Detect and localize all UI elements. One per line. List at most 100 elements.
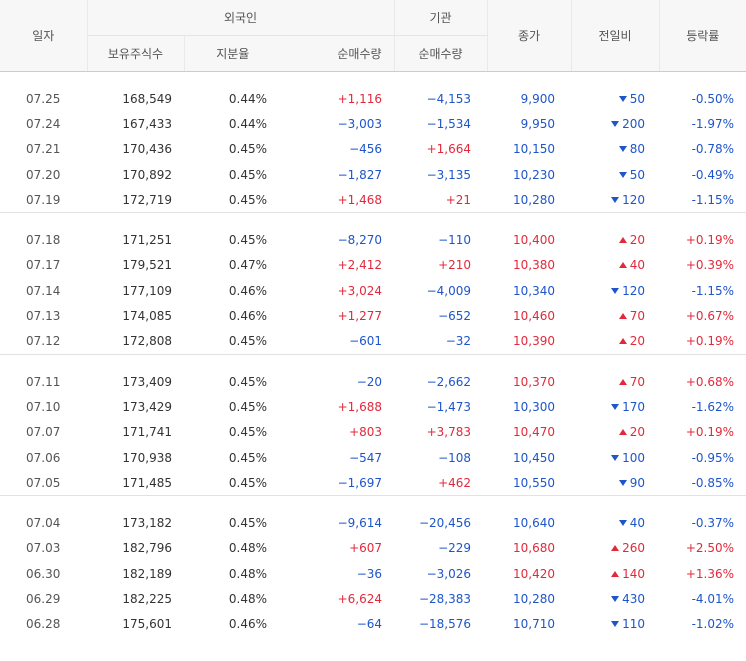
inst-net-cell: −108 [438, 450, 472, 465]
rate-cell: +0.39% [685, 258, 735, 273]
close-cell: 10,470 [513, 425, 556, 440]
arrow-up-icon [618, 237, 627, 244]
change-cell: 40 [571, 510, 659, 535]
holdings-cell: 182,796 [122, 541, 172, 556]
arrow-down-icon [618, 520, 627, 527]
change-value: 70 [629, 309, 646, 324]
holdings-cell: 170,436 [122, 142, 172, 157]
change-cell: 50 [571, 86, 659, 111]
arrow-down-icon [611, 196, 620, 203]
arrow-down-icon [618, 95, 627, 102]
rate-cell: +0.67% [685, 309, 735, 324]
table-row: 07.14 177,109 0.46% +3,024 −4,009 10,340 120 -1… [0, 278, 746, 303]
date-cell: 07.25 [26, 91, 61, 106]
rate-cell: -1.97% [691, 116, 735, 131]
arrow-up-icon [611, 545, 620, 552]
inst-net-cell: −2,662 [426, 374, 472, 389]
rate-cell: +0.68% [685, 374, 735, 389]
date-cell: 06.30 [26, 566, 61, 581]
change-value: 40 [629, 516, 646, 531]
close-cell: 10,230 [513, 167, 556, 182]
holdings-cell: 175,601 [122, 617, 172, 632]
rate-cell: -0.49% [691, 167, 735, 182]
close-cell: 10,340 [513, 283, 556, 298]
table-row: 07.25 168,549 0.44% +1,116 −4,153 9,900 50 -0.5… [0, 86, 746, 111]
foreign-net-cell: +1,688 [337, 399, 383, 414]
arrow-down-icon [611, 454, 620, 461]
rate-cell: +1.36% [685, 566, 735, 581]
arrow-up-icon [611, 570, 620, 577]
close-cell: 10,640 [513, 516, 556, 531]
change-value: 200 [622, 116, 646, 131]
rate-cell: -0.37% [691, 516, 735, 531]
rate-cell: -0.85% [691, 475, 735, 490]
change-cell: 20 [571, 420, 659, 445]
close-cell: 10,400 [513, 233, 556, 248]
change-value: 20 [629, 425, 646, 440]
change-value: 260 [622, 541, 646, 556]
holdings-cell: 182,225 [122, 591, 172, 606]
inst-net-cell: −3,026 [426, 566, 472, 581]
foreign-net-cell: −456 [349, 142, 383, 157]
header-share: 지분율 [184, 35, 281, 72]
share-cell: 0.45% [228, 399, 267, 414]
arrow-down-icon [611, 287, 620, 294]
foreign-net-cell: +1,116 [337, 91, 383, 106]
holdings-cell: 179,521 [122, 258, 172, 273]
rate-cell: +0.19% [685, 334, 735, 349]
holdings-cell: 168,549 [122, 91, 172, 106]
group-spacer [0, 353, 746, 369]
foreign-net-cell: −8,270 [337, 233, 383, 248]
date-cell: 07.13 [26, 309, 61, 324]
holdings-cell: 171,251 [122, 233, 172, 248]
date-cell: 07.04 [26, 516, 61, 531]
spacer-cell [0, 353, 746, 369]
change-cell: 200 [571, 111, 659, 136]
table-row: 07.10 173,429 0.45% +1,688 −1,473 10,300 170 -1… [0, 394, 746, 419]
header-foreign-net: 순매수량 [281, 35, 395, 72]
rate-cell: -1.62% [691, 399, 735, 414]
change-value: 20 [629, 334, 646, 349]
foreign-net-cell: −20 [356, 374, 383, 389]
spacer-cell [0, 212, 746, 228]
inst-net-cell: +1,664 [426, 142, 472, 157]
inst-net-cell: −652 [438, 309, 472, 324]
date-cell: 07.21 [26, 142, 61, 157]
table-row: 07.11 173,409 0.45% −20 −2,662 10,370 70 +0.68% [0, 369, 746, 394]
date-cell: 07.19 [26, 192, 61, 207]
change-value: 430 [622, 591, 646, 606]
share-cell: 0.46% [228, 617, 267, 632]
holdings-cell: 171,741 [122, 425, 172, 440]
change-cell: 110 [571, 612, 659, 637]
close-cell: 10,550 [513, 475, 556, 490]
arrow-down-icon [611, 595, 620, 602]
change-cell: 430 [571, 586, 659, 611]
table-row: 07.03 182,796 0.48% +607 −229 10,680 260 +2.50% [0, 536, 746, 561]
inst-net-cell: −229 [438, 541, 472, 556]
arrow-up-icon [618, 429, 627, 436]
arrow-down-icon [618, 479, 627, 486]
close-cell: 10,150 [513, 142, 556, 157]
date-cell: 07.17 [26, 258, 61, 273]
arrow-down-icon [618, 171, 627, 178]
date-cell: 07.06 [26, 450, 61, 465]
date-cell: 06.29 [26, 591, 61, 606]
share-cell: 0.45% [228, 334, 267, 349]
header-inst-net: 순매수량 [394, 35, 488, 72]
share-cell: 0.47% [228, 258, 267, 273]
arrow-up-icon [618, 378, 627, 385]
table-row: 07.18 171,251 0.45% −8,270 −110 10,400 20 +0.19… [0, 227, 746, 252]
group-spacer [0, 495, 746, 511]
inst-net-cell: −4,009 [426, 283, 472, 298]
date-cell: 07.14 [26, 283, 61, 298]
group-spacer [0, 212, 746, 228]
arrow-up-icon [618, 338, 627, 345]
header-close: 종가 [487, 0, 572, 72]
foreign-net-cell: +6,624 [337, 591, 383, 606]
change-cell: 80 [571, 137, 659, 162]
holdings-cell: 173,409 [122, 374, 172, 389]
inst-net-cell: +21 [445, 192, 472, 207]
change-cell: 50 [571, 162, 659, 187]
table-row: 07.05 171,485 0.45% −1,697 +462 10,550 90 -0.85… [0, 470, 746, 496]
date-cell: 07.10 [26, 399, 61, 414]
